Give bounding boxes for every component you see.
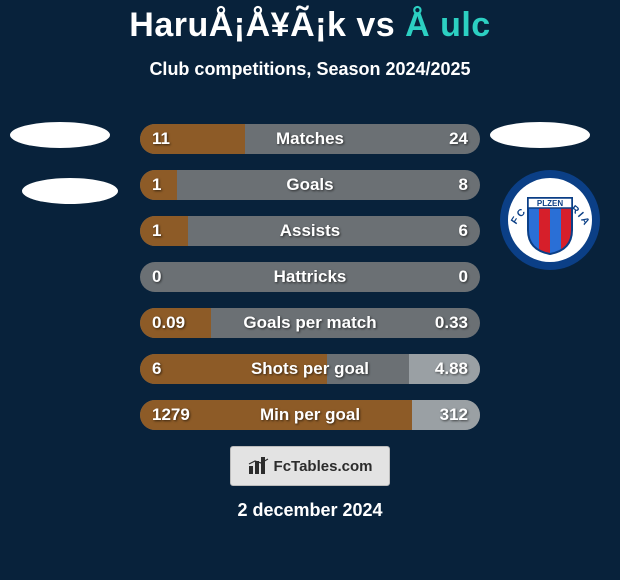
footer-date: 2 december 2024 [0, 500, 620, 521]
title-left: HaruÅ¡Å¥Ã¡k [129, 6, 346, 44]
stat-label: Goals [140, 170, 480, 200]
subtitle: Club competitions, Season 2024/2025 [0, 59, 620, 80]
site-badge-text: FcTables.com [274, 458, 373, 475]
right-club-crest: FC VIKTORIA PLZEN [500, 170, 600, 270]
crest-top-text: PLZEN [537, 199, 563, 208]
stats-bars: 1124Matches 18Goals 16Assists 00Hattricks 0.… [140, 124, 480, 446]
stat-row: 1124Matches [140, 124, 480, 154]
stat-row: 1279312Min per goal [140, 400, 480, 430]
stat-row: 18Goals [140, 170, 480, 200]
barchart-icon [248, 457, 270, 475]
left-crest-ellipse [22, 178, 118, 204]
stat-label: Assists [140, 216, 480, 246]
club-crest-svg: FC VIKTORIA PLZEN [500, 170, 600, 270]
stat-row: 0.090.33Goals per match [140, 308, 480, 338]
stat-label: Goals per match [140, 308, 480, 338]
title-right: Å ulc [405, 6, 491, 44]
stat-row: 16Assists [140, 216, 480, 246]
stat-label: Matches [140, 124, 480, 154]
stat-row: 00Hattricks [140, 262, 480, 292]
page-title: HaruÅ¡Å¥Ã¡k vs Å ulc [0, 0, 620, 45]
stat-label: Min per goal [140, 400, 480, 430]
title-vs: vs [346, 6, 405, 44]
stat-row: 64.88Shots per goal [140, 354, 480, 384]
right-crest-ellipse [490, 122, 590, 148]
stat-label: Shots per goal [140, 354, 480, 384]
stat-label: Hattricks [140, 262, 480, 292]
left-crest-ellipse [10, 122, 110, 148]
site-badge-link[interactable]: FcTables.com [230, 446, 390, 486]
